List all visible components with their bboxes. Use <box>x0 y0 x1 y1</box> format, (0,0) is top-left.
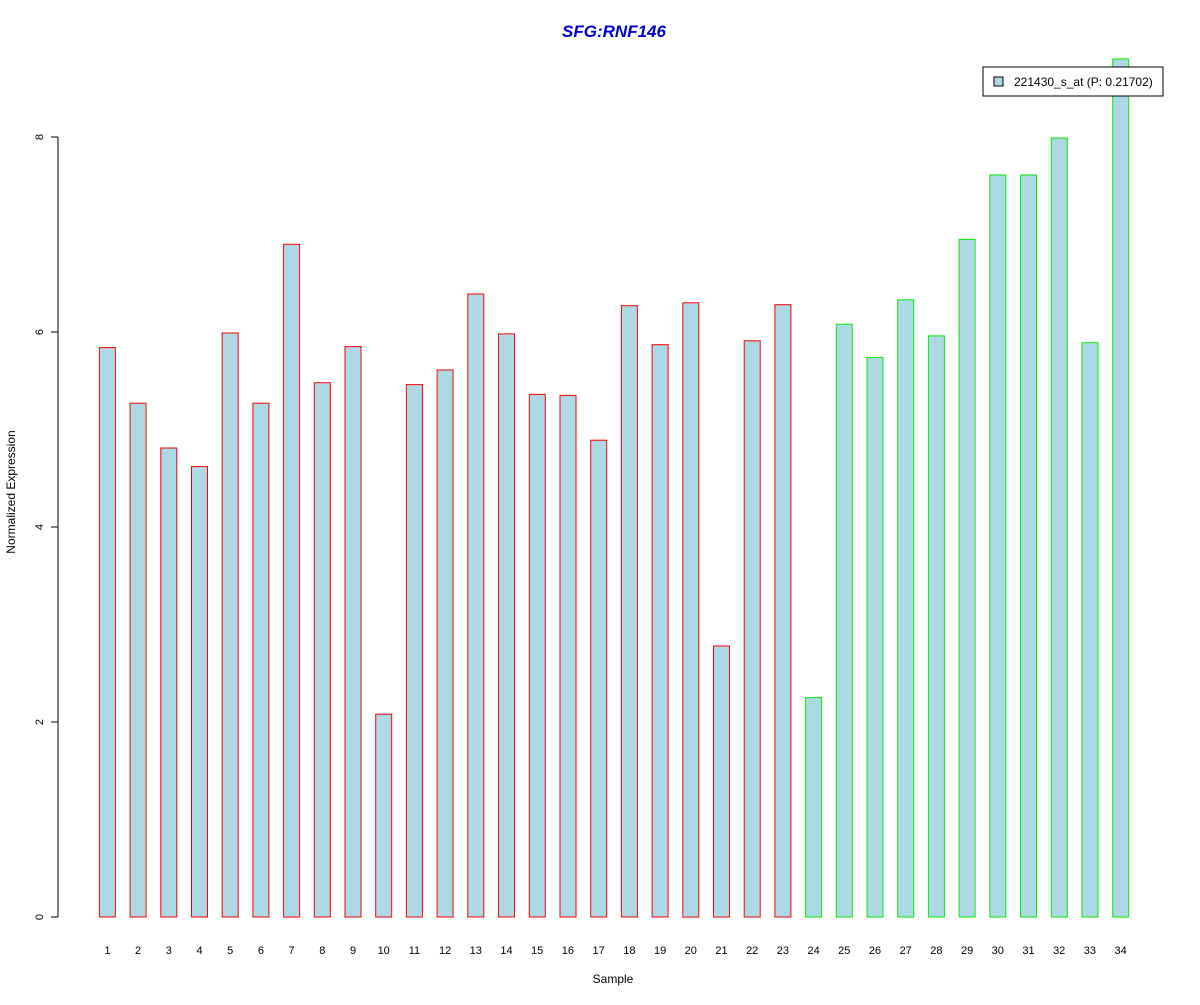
x-tick-label: 24 <box>807 945 819 957</box>
bar-sample-33 <box>1081 342 1099 918</box>
bar-sample-23 <box>774 304 792 918</box>
x-tick-label: 21 <box>715 945 727 957</box>
bar-sample-24 <box>805 697 823 918</box>
bar-sample-5 <box>221 332 239 918</box>
bar-sample-19 <box>651 344 669 918</box>
y-axis-label: Normalized Expression <box>4 430 18 553</box>
x-tick-label: 32 <box>1053 945 1065 957</box>
y-tick-label: 4 <box>34 524 46 530</box>
x-tick-label: 17 <box>592 945 604 957</box>
bar-sample-16 <box>559 394 577 918</box>
x-axis-label: Sample <box>593 972 634 986</box>
y-tick-label: 8 <box>34 134 46 140</box>
bar-sample-22 <box>743 340 761 918</box>
bar-sample-6 <box>252 402 270 918</box>
x-tick-label: 1 <box>104 945 110 957</box>
x-tick-label: 22 <box>746 945 758 957</box>
x-tick-label: 4 <box>196 945 202 957</box>
bar-sample-9 <box>344 346 362 918</box>
x-tick-label: 18 <box>623 945 635 957</box>
x-tick-label: 7 <box>289 945 295 957</box>
bar-sample-8 <box>313 382 331 918</box>
x-tick-label: 13 <box>470 945 482 957</box>
legend-label: 221430_s_at (P: 0.21702) <box>1014 75 1153 89</box>
y-tick-label: 0 <box>34 914 46 920</box>
x-tick-label: 16 <box>562 945 574 957</box>
bar-sample-31 <box>1020 174 1037 918</box>
x-tick-label: 8 <box>319 945 325 957</box>
y-axis: 0 2 4 6 8 <box>34 134 59 920</box>
x-tick-label: 11 <box>409 945 420 957</box>
x-tick-label: 19 <box>654 945 666 957</box>
x-tick-label: 29 <box>961 945 973 957</box>
y-tick-label: 6 <box>34 329 46 335</box>
bar-sample-25 <box>835 323 853 918</box>
legend-box <box>982 66 1164 97</box>
bar-sample-21 <box>713 645 730 918</box>
x-tick-label: 12 <box>439 945 451 957</box>
bar-sample-34 <box>1112 58 1130 918</box>
x-tick-label: 10 <box>378 945 390 957</box>
x-tick-label: 31 <box>1022 945 1034 957</box>
x-tick-label: 14 <box>500 945 512 957</box>
bar-sample-28 <box>927 335 945 918</box>
bar-sample-10 <box>375 713 393 918</box>
x-tick-label: 9 <box>350 945 356 957</box>
bar-sample-2 <box>129 402 147 918</box>
bar-sample-27 <box>897 299 915 918</box>
bar-sample-17 <box>590 439 608 918</box>
x-tick-label: 33 <box>1084 945 1096 957</box>
bar-sample-26 <box>866 356 884 918</box>
bar-sample-18 <box>620 305 638 918</box>
bar-sample-30 <box>989 174 1007 918</box>
bar-sample-20 <box>682 302 700 918</box>
x-tick-label: 30 <box>992 945 1004 957</box>
x-tick-label: 25 <box>838 945 850 957</box>
bar-sample-14 <box>498 333 515 918</box>
bar-sample-11 <box>405 384 423 918</box>
legend-swatch <box>993 76 1004 87</box>
x-tick-label: 2 <box>135 945 141 957</box>
x-tick-label: 20 <box>685 945 697 957</box>
x-tick-label: 6 <box>258 945 264 957</box>
x-tick-label: 27 <box>900 945 912 957</box>
bar-sample-3 <box>160 447 178 918</box>
bar-sample-1 <box>98 347 116 918</box>
x-tick-label: 3 <box>166 945 172 957</box>
bar-sample-29 <box>958 238 976 918</box>
bar-sample-4 <box>191 466 208 918</box>
x-tick-label: 28 <box>930 945 942 957</box>
bar-sample-13 <box>467 293 485 918</box>
x-tick-label: 26 <box>869 945 881 957</box>
x-tick-label: 23 <box>777 945 789 957</box>
x-axis: 1 2 3 4 5 6 7 8 9 10 11 12 13 14 15 16 17 18 19 20 21 22 23 24 2… <box>104 945 1126 957</box>
bar-sample-15 <box>528 393 546 918</box>
x-tick-label: 5 <box>227 945 233 957</box>
x-tick-label: 15 <box>531 945 543 957</box>
chart-title: SFG:RNF146 <box>562 22 666 41</box>
bar-sample-7 <box>283 243 301 918</box>
x-tick-label: 34 <box>1114 945 1126 957</box>
bars-layer <box>98 58 1130 918</box>
legend: 221430_s_at (P: 0.21702) <box>982 66 1164 97</box>
bar-sample-32 <box>1050 137 1068 918</box>
bar-sample-12 <box>436 369 454 918</box>
y-tick-label: 2 <box>34 719 46 725</box>
